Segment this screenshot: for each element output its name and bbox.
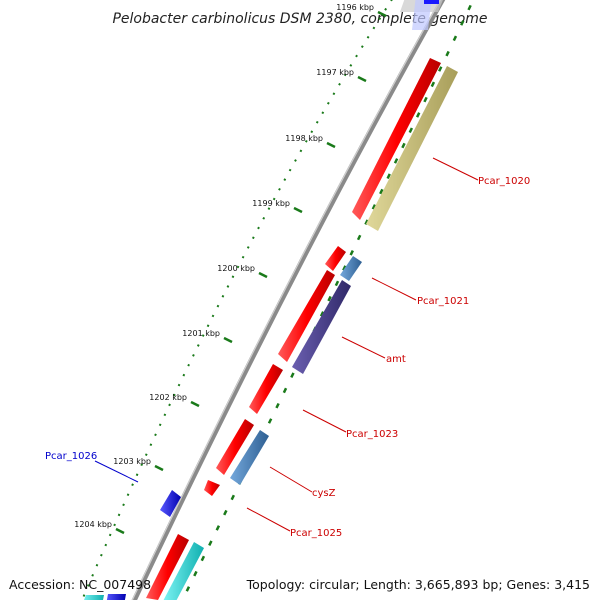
inner-dotted-guide [181,0,475,600]
gene-cysz-bar [230,430,269,485]
tick-label: 1199 kbp [252,199,290,208]
gene-label-pcar-1025[interactable]: Pcar_1025 [290,528,342,539]
tick-mark [326,141,336,149]
tick-mark [377,10,387,18]
tick-mark [190,400,200,408]
cds-features [84,58,458,600]
gene-labels: Pcar_1020 Pcar_1021 amt Pcar_1023 cysZ P… [45,176,530,539]
gene-pcar-1020-arrow [352,58,441,220]
tick-label: 1196 kbp [336,3,374,12]
gene-bottom-blue-left [106,594,126,600]
tick-mark [154,464,164,472]
gene-bottom-cyan-left [84,595,104,600]
gene-pcar-1025-arrow [204,480,220,496]
gene-label-cysz[interactable]: cysZ [312,488,336,499]
top-blue-gene [424,0,439,4]
tick-label: 1204 kbp [74,520,112,529]
gene-label-pcar-1021[interactable]: Pcar_1021 [417,296,469,307]
gene-pcar-1023-arrow [249,364,283,414]
tick-label: 1202 kbp [149,393,187,402]
tick-mark [293,206,303,214]
tick-mark [115,527,125,535]
tick-label: 1197 kbp [316,68,354,77]
tick-mark [258,271,268,279]
gene-bottom-red-arrow [146,534,189,600]
tick-label: 1203 kbp [113,457,151,466]
accession-label: Accession: NC_007498 [9,577,152,592]
gene-label-pcar-1023[interactable]: Pcar_1023 [346,429,398,440]
tick-mark [223,336,233,344]
genome-summary: Topology: circular; Length: 3,665,893 bp… [246,577,590,592]
tick-label: 1198 kbp [285,134,323,143]
gene-amt-bar [292,280,351,374]
gene-label-amt[interactable]: amt [386,354,406,365]
gene-pcar-1020-track [366,66,458,231]
gene-small-red-1 [325,246,346,271]
gene-bottom-cyan-bar [163,542,204,600]
tick-mark [357,75,367,83]
top-features [400,0,443,30]
tick-label: 1201 kbp [182,329,220,338]
genome-backbone [131,0,446,600]
gene-amt-red-arrow [278,270,335,362]
gene-label-pcar-1020[interactable]: Pcar_1020 [478,176,530,187]
gene-pcar-1026-box [160,490,181,517]
leader-lines [94,157,479,532]
gene-pcar-1021-bar [340,256,362,281]
map-title: Pelobacter carbinolicus DSM 2380, comple… [112,11,487,27]
gene-cysz-red-arrow [216,419,254,475]
gene-label-pcar-1026[interactable]: Pcar_1026 [45,451,97,462]
tick-marks: 1196 kbp 1197 kbp 1198 kbp 1199 kbp 1200 kbp… [74,3,387,535]
outer-tick-guide [81,0,393,600]
tick-label: 1200 kbp [217,264,255,273]
